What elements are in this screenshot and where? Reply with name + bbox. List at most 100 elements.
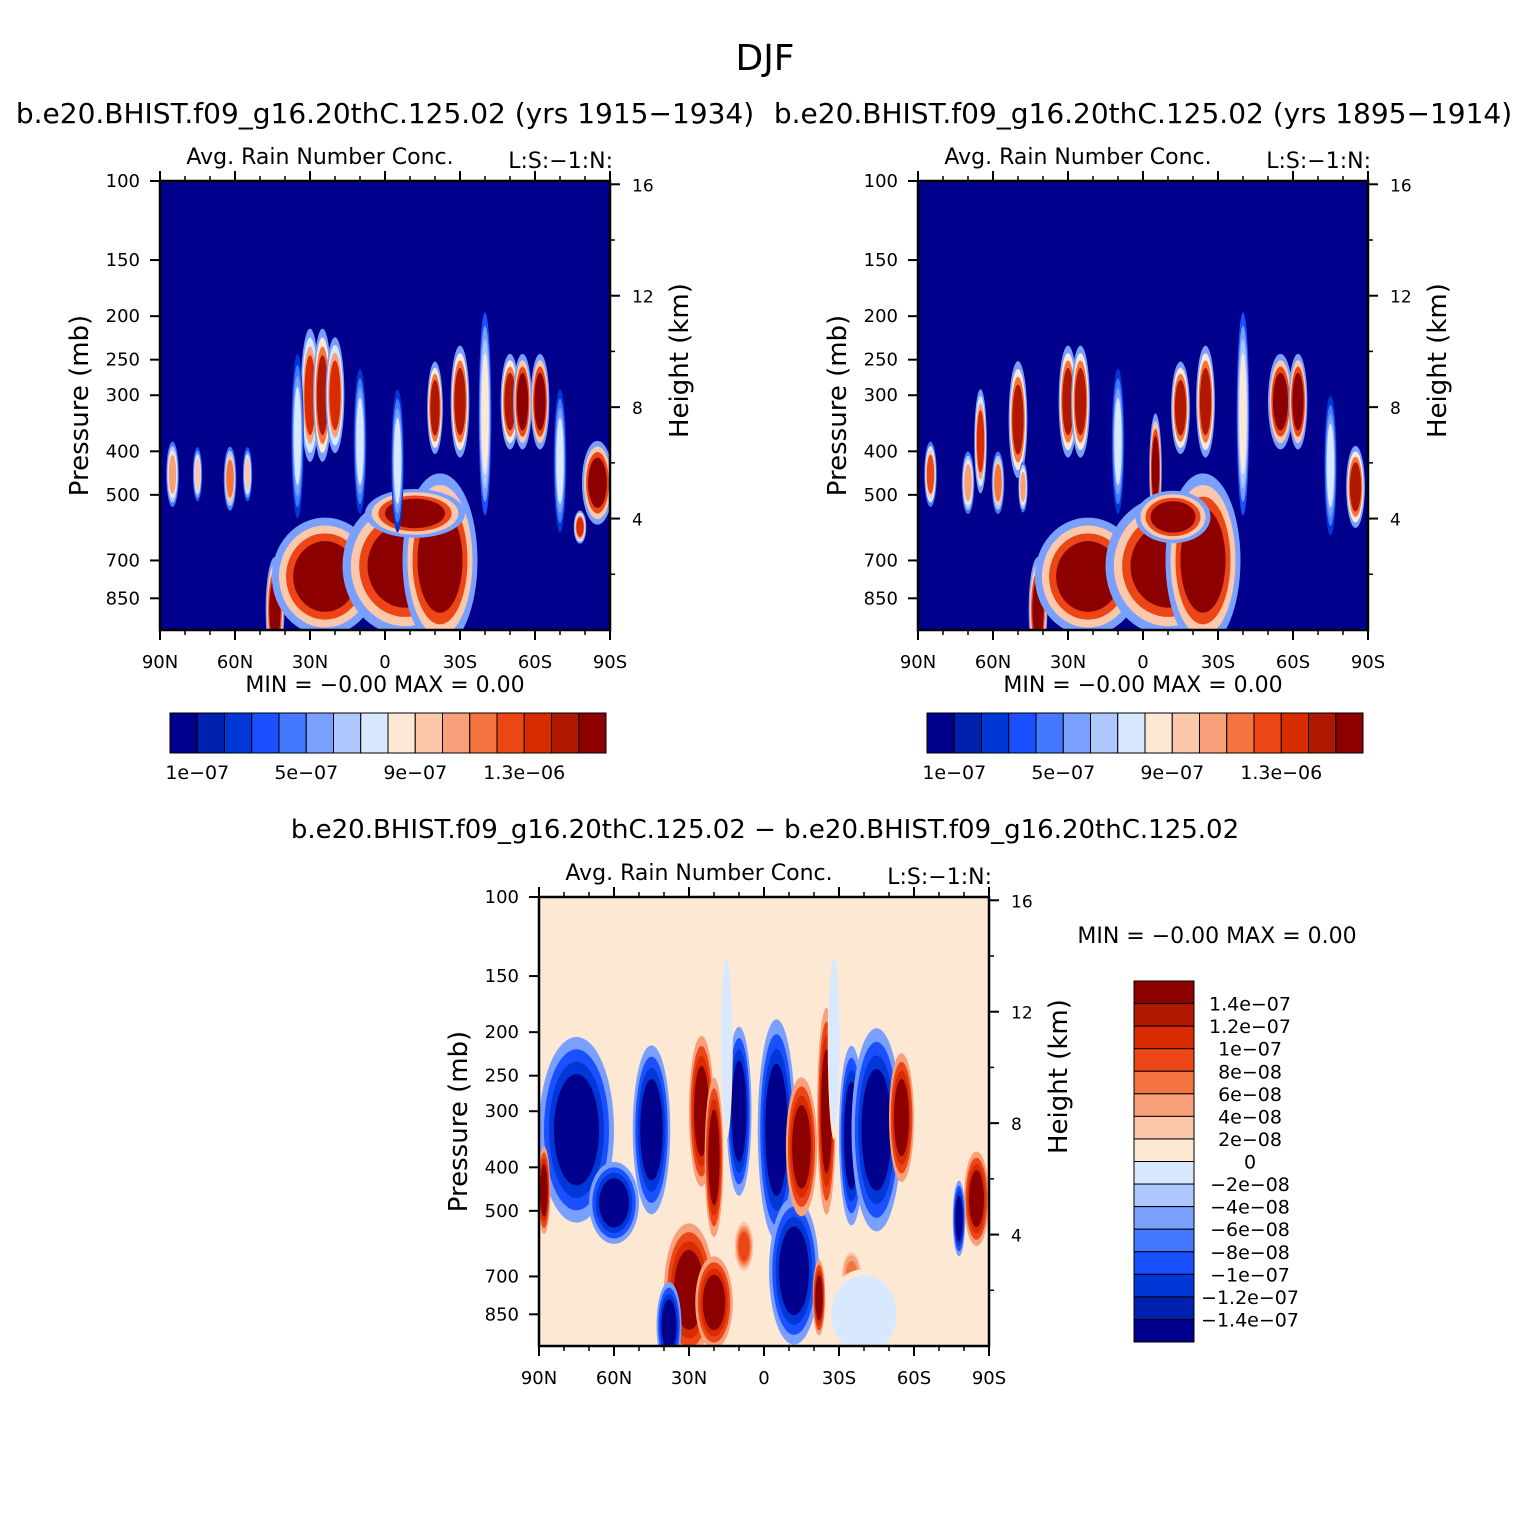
diff-colorbar-swatch — [1133, 1273, 1195, 1298]
diff-field-cell — [731, 1060, 747, 1162]
left-colorbar-swatch — [360, 712, 389, 754]
diff-colorbar-swatch — [1133, 1070, 1195, 1095]
left-y-tick-label: 850 — [106, 588, 140, 609]
right-colorbar-swatch — [1308, 712, 1337, 754]
diff-x-tick-label: 60N — [596, 1368, 632, 1389]
right-field-cell — [1326, 423, 1335, 508]
diff-field-cell — [702, 1274, 726, 1331]
diff-y-tick-label: 200 — [485, 1022, 519, 1043]
right-y-tick-label: 300 — [864, 385, 898, 406]
diff-colorbar-label: 1.2e−07 — [1209, 1016, 1291, 1038]
left-x-tick-label: 60S — [518, 652, 552, 673]
figure-title: DJF — [735, 38, 794, 79]
diff-colorbar-swatch — [1133, 1138, 1195, 1162]
diff-colorbar-swatch — [1133, 1025, 1195, 1050]
diff-field-cell — [722, 983, 731, 1101]
right-field-cell — [926, 454, 935, 494]
diff-title: b.e20.BHIST.f09_g16.20thC.125.02 − b.e20… — [291, 815, 1239, 845]
left-colorbar-swatch — [387, 712, 416, 754]
left-field-cell — [356, 397, 364, 485]
diff-colorbar-label: −6e−08 — [1210, 1219, 1290, 1241]
right-height-tick-label: 12 — [1390, 288, 1412, 308]
left-height-tick-label: 16 — [632, 176, 654, 196]
right-field-cell — [964, 463, 972, 502]
right-field-cell — [1349, 462, 1362, 512]
diff-x-tick-label: 90S — [972, 1368, 1006, 1389]
diff-field-cell — [738, 1231, 750, 1262]
right-field-cell — [1062, 368, 1074, 436]
left-field-cell — [516, 372, 529, 431]
diff-x-tick-label: 0 — [758, 1368, 769, 1389]
diff-field — [539, 943, 989, 1346]
right-colorbar-swatch — [926, 712, 955, 754]
right-colorbar-swatch — [1171, 712, 1200, 754]
left-colorbar-swatch — [442, 712, 471, 754]
left-field-cell — [304, 355, 316, 436]
diff-colorbar-swatch — [1133, 1251, 1195, 1275]
left-field-cell — [168, 454, 177, 494]
right-colorbar-swatch — [1335, 712, 1364, 754]
right-x-tick-label: 30S — [1201, 652, 1235, 673]
right-y-tick-label: 400 — [864, 441, 898, 462]
left-colorbar-label: 1.3e−06 — [483, 762, 565, 784]
right-colorbar-label: 1.3e−06 — [1240, 762, 1322, 784]
left-field-cell — [481, 352, 489, 475]
left-height-axis-label: Height (km) — [665, 283, 695, 438]
right-field-cell — [1292, 372, 1304, 431]
right-y-tick-label: 100 — [864, 171, 898, 192]
right-colorbar-swatch — [1144, 712, 1173, 754]
diff-colorbar-swatch — [1133, 1296, 1195, 1320]
right-height-tick-label: 4 — [1390, 511, 1401, 531]
right-minmax: MIN = −0.00 MAX = 0.00 — [1003, 673, 1282, 698]
diff-colorbar-swatch — [1133, 1318, 1195, 1343]
diff-field-cell — [779, 1226, 809, 1316]
right-height-tick-label: 8 — [1390, 399, 1401, 419]
diff-field-cell — [955, 1195, 963, 1242]
right-x-tick-label: 60S — [1276, 652, 1310, 673]
left-x-tick-label: 90N — [142, 652, 178, 673]
left-colorbar-swatch — [251, 712, 280, 754]
right-colorbar-swatch — [981, 712, 1010, 754]
left-field-cell — [504, 372, 516, 431]
diff-field-cell — [969, 1170, 984, 1228]
left-colorbar-swatch — [224, 712, 253, 754]
diff-x-tick-label: 30N — [671, 1368, 707, 1389]
diff-y-tick-label: 400 — [485, 1157, 519, 1178]
diff-height-tick-label: 4 — [1011, 1227, 1022, 1247]
right-field-cell — [1012, 384, 1024, 455]
diff-field-cell — [792, 1105, 811, 1189]
diff-height-tick-label: 12 — [1011, 1004, 1033, 1024]
right-field-cell — [1020, 471, 1026, 503]
left-colorbar-swatch — [551, 712, 580, 754]
right-colorbar-swatch — [1090, 712, 1119, 754]
right-colorbar-swatch — [1117, 712, 1146, 754]
right-y-tick-label: 500 — [864, 485, 898, 506]
left-colorbar-swatch — [278, 712, 307, 754]
left-field-cell — [194, 457, 201, 491]
left-height-tick-label: 12 — [632, 288, 654, 308]
diff-colorbar-swatch — [1133, 1183, 1195, 1208]
right-y-tick-label: 150 — [864, 250, 898, 271]
left-x-tick-label: 60N — [217, 652, 253, 673]
right-height-axis-label: Height (km) — [1423, 283, 1453, 438]
left-field-cell — [293, 541, 357, 612]
right-y-axis-label: Pressure (mb) — [823, 315, 853, 496]
diff-field-cell — [540, 1164, 548, 1217]
right-y-tick-label: 700 — [864, 550, 898, 571]
right-x-tick-label: 0 — [1137, 652, 1148, 673]
right-colorbar-swatch — [1062, 712, 1091, 754]
right-field-cell — [976, 410, 985, 473]
diff-colorbar-label: 4e−08 — [1218, 1106, 1282, 1128]
diff-height-tick-label: 8 — [1011, 1115, 1022, 1135]
right-colorbar-swatch — [1253, 712, 1282, 754]
left-colorbar-swatch — [169, 712, 198, 754]
right-colorbar-swatch — [1199, 712, 1228, 754]
right-colorbar-swatch — [1008, 712, 1037, 754]
right-colorbar-swatch — [953, 712, 982, 754]
left-plot-tag: L:S:−1:N: — [508, 149, 613, 174]
right-field-cell — [1151, 436, 1160, 504]
left-field-cell — [244, 457, 251, 491]
diff-plot-title: Avg. Rain Number Conc. — [565, 861, 832, 886]
left-x-tick-label: 30S — [443, 652, 477, 673]
right-x-tick-label: 90S — [1351, 652, 1385, 673]
